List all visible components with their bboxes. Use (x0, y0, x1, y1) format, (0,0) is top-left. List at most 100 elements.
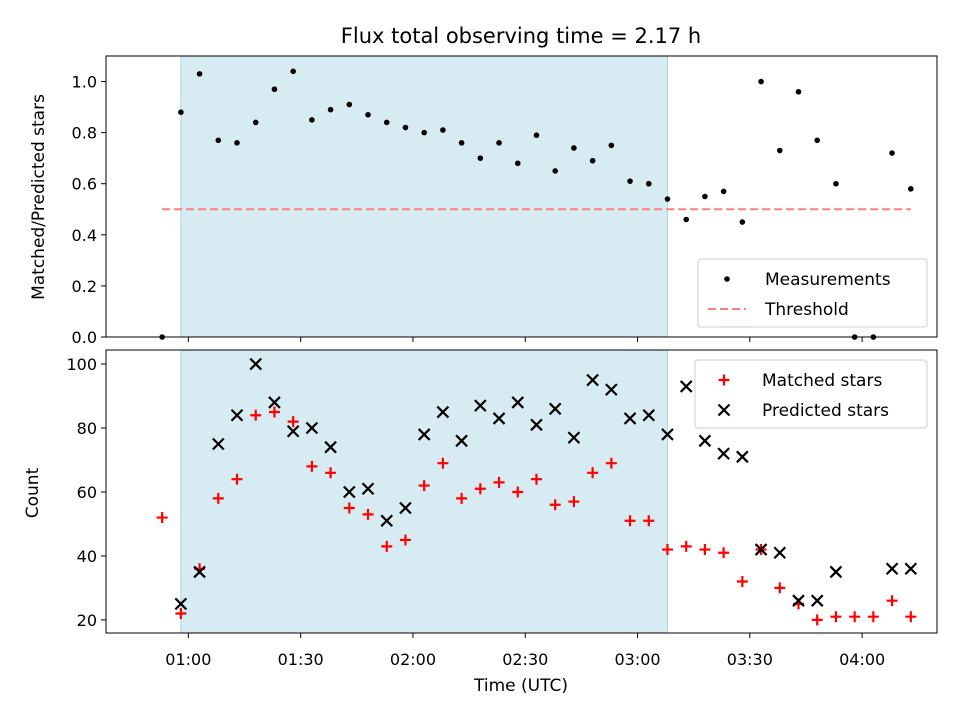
predicted-star-point (661, 428, 674, 441)
matched-star-point (175, 607, 187, 619)
predicted-star-point (305, 421, 319, 435)
y-tick-label: 1.0 (72, 73, 97, 92)
legend: Matched stars Predicted stars (694, 359, 928, 429)
predicted-star-point (829, 565, 843, 579)
matched-star-point (306, 460, 318, 472)
axes-frame (105, 55, 938, 338)
matched-star-point (661, 544, 673, 556)
matched-star-point (212, 492, 224, 504)
predicted-star-point (885, 562, 899, 576)
y-tick-label: 100 (66, 355, 97, 374)
predicted-star-point (212, 437, 225, 451)
predicted-star-point (530, 418, 543, 432)
legend-plus-marker (718, 374, 730, 386)
measurement-point (889, 150, 895, 156)
matched-star-point (268, 406, 280, 418)
predicted-star-point (455, 434, 468, 448)
matched-star-point (774, 582, 786, 594)
matched-star-point (418, 480, 430, 492)
predicted-star-point (773, 546, 787, 560)
measurement-point (365, 111, 371, 118)
predicted-star-point (698, 434, 712, 448)
matched-star-point (156, 512, 168, 524)
matched-star-point (530, 473, 542, 485)
count-y-axis-label: Count (23, 467, 43, 518)
matched-star-point (605, 457, 617, 469)
matched-star-point (643, 515, 655, 527)
matched-star-point (399, 534, 411, 546)
y-tick-label: 20 (77, 611, 97, 630)
measurement-point (552, 168, 558, 174)
measurement-point (271, 86, 278, 93)
measurement-point (234, 140, 240, 146)
predicted-star-point (174, 597, 188, 611)
predicted-star-point (324, 440, 337, 454)
measurement-point (814, 137, 821, 144)
predicted-star-point (399, 501, 412, 515)
predicted-star-point (193, 565, 206, 579)
matched-star-point (736, 576, 748, 588)
x-axis-ticks: 01:00 01:30 02:00 02:30 03:00 03:30 04:00 (165, 650, 885, 669)
matched-star-point (699, 544, 711, 556)
matched-star-point (474, 483, 486, 495)
axes-frame (105, 349, 938, 634)
measurement-point (346, 101, 353, 108)
matched-star-point (905, 611, 917, 623)
y-tick-label: 80 (77, 419, 97, 438)
matched-star-point (886, 595, 898, 607)
predicted-star-point (361, 482, 375, 496)
measurement-point (178, 109, 184, 115)
x-tick-label: 01:30 (278, 650, 324, 669)
predicted-star-point (511, 396, 525, 409)
legend-label: Matched stars (762, 371, 882, 391)
measurement-point (496, 140, 502, 146)
predicted-star-point (268, 396, 281, 409)
measurement-point (589, 157, 596, 164)
measurement-point (608, 142, 615, 149)
matched-star-point (830, 611, 842, 623)
legend-box (697, 258, 928, 328)
predicted-star-point (605, 383, 618, 396)
matched-star-point (568, 496, 580, 508)
matched-star-point (231, 473, 243, 485)
matched-star-point (867, 611, 879, 623)
matched-star-point (512, 486, 524, 498)
legend-label: Predicted stars (762, 401, 889, 421)
legend: Measurements Threshold (697, 258, 928, 328)
predicted-star-point (904, 562, 918, 576)
measurement-point (440, 127, 446, 133)
measurement-point (215, 137, 222, 144)
measurement-point (327, 106, 334, 113)
y-tick-label: 60 (77, 483, 97, 502)
matched-star-point (343, 502, 355, 514)
predicted-star-point (343, 485, 356, 499)
measurement-point (533, 132, 540, 138)
legend-dot-marker (724, 276, 730, 282)
predicted-star-point (548, 402, 562, 416)
predicted-star-point (474, 399, 487, 412)
matched-star-point (325, 467, 337, 479)
measurement-point (514, 160, 521, 167)
measurement-point (664, 196, 671, 202)
legend-label: Threshold (764, 300, 849, 320)
predicted-star-point (679, 380, 693, 393)
measurement-point (290, 68, 296, 75)
measurement-point (683, 216, 690, 223)
x-tick-label: 03:30 (727, 650, 773, 669)
predicted-star-point (380, 514, 394, 528)
matched-star-point (587, 467, 599, 479)
predicted-star-point (754, 543, 768, 556)
matched-star-point (718, 547, 730, 559)
matched-star-point (287, 416, 299, 428)
matched-star-point (849, 611, 861, 623)
predicted-star-point (717, 447, 730, 460)
y-tick-label: 0.8 (72, 124, 97, 143)
measurement-point (702, 193, 708, 200)
predicted-star-point (492, 412, 506, 425)
measurement-point (458, 140, 465, 146)
matched-star-point (549, 499, 561, 511)
y-tick-label: 0.4 (72, 226, 97, 245)
count-panel: 20 40 60 80 100 Matched stars Predicted stars (66, 349, 938, 638)
matched-star-point (437, 457, 449, 469)
